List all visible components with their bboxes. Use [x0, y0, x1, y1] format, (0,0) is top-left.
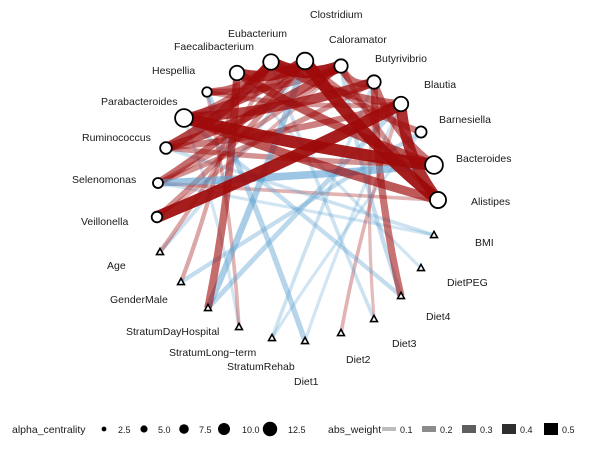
- legend-alpha-label-0: 2.5: [118, 425, 131, 435]
- node-blautia: [392, 95, 410, 113]
- node-faecalibacterium: [228, 64, 246, 82]
- legend-weight-label-4: 0.5: [562, 425, 575, 435]
- legend-alpha-dot-0: [101, 426, 107, 432]
- node-parabacteroides: [174, 108, 194, 128]
- node-ruminococcus: [159, 141, 173, 155]
- node-label-parabacteroides: Parabacteroides: [101, 96, 177, 108]
- node-diet1: [300, 335, 310, 345]
- node-stratumdayhospital: [203, 302, 213, 312]
- node-hespellia: [201, 86, 213, 98]
- node-butyrivibrio: [366, 74, 382, 90]
- legend-alpha-label-3: 10.0: [242, 425, 260, 435]
- legend-alpha-label-4: 12.5: [288, 425, 306, 435]
- legend-weight-swatch-2: [462, 425, 476, 433]
- node-barnesiella: [414, 125, 428, 139]
- node-label-diet3: Diet3: [392, 338, 417, 350]
- legend-weight-swatch-1: [422, 426, 436, 432]
- node-gendermale: [176, 276, 186, 286]
- edge-ruminococcus-bmi: [165, 146, 435, 237]
- legend-weight-swatch-4: [544, 423, 558, 435]
- node-labels-layer: Clostridium Eubacterium Caloramator Faecali…: [72, 9, 511, 388]
- node-label-diet2: Diet2: [346, 354, 371, 366]
- legend-alpha-title: alpha_centrality: [12, 424, 86, 436]
- legend-weight-label-1: 0.2: [440, 425, 453, 435]
- edge-selenomonas-alistipes: [157, 181, 439, 202]
- node-label-gendermale: GenderMale: [110, 294, 168, 306]
- node-diet3: [369, 313, 379, 323]
- node-selenomonas: [152, 177, 164, 189]
- legend-weight-swatch-0: [382, 427, 396, 431]
- legend-weight-label-3: 0.4: [520, 425, 533, 435]
- node-label-stratumlong-term: StratumLong−term: [169, 347, 257, 359]
- node-dietpeg: [416, 262, 426, 272]
- legend-weight-swatch-3: [502, 424, 516, 434]
- edge-parabacteroides-butyrivibrio: [183, 77, 376, 123]
- nodes-layer: [150, 51, 447, 345]
- node-bmi: [429, 229, 439, 239]
- node-label-faecalibacterium: Faecalibacterium: [174, 41, 254, 53]
- legend-alpha-dot-2: [179, 424, 189, 434]
- node-label-ruminococcus: Ruminococcus: [82, 132, 151, 144]
- node-stratumlong-term: [234, 321, 244, 331]
- node-label-bmi: BMI: [475, 237, 494, 249]
- node-alistipes: [429, 191, 447, 209]
- edge-diet2-blautia: [339, 103, 403, 334]
- node-label-age: Age: [107, 260, 126, 272]
- node-label-alistipes: Alistipes: [471, 196, 510, 208]
- node-label-diet1: Diet1: [294, 376, 319, 388]
- legend-alpha-dot-4: [262, 421, 278, 437]
- node-age: [155, 246, 165, 256]
- node-label-veillonella: Veillonella: [81, 216, 128, 228]
- node-label-blautia: Blautia: [424, 79, 456, 91]
- node-label-bacteroides: Bacteroides: [456, 153, 511, 165]
- node-veillonella: [150, 210, 164, 224]
- node-label-stratumdayhospital: StratumDayHospital: [126, 326, 219, 338]
- legend-weight-label-2: 0.3: [480, 425, 493, 435]
- node-label-butyrivibrio: Butyrivibrio: [375, 53, 427, 65]
- legend-alpha-label-1: 5.0: [158, 425, 171, 435]
- edge-selenomonas-bmi: [157, 181, 435, 237]
- edge-veillonella-blautia: [154, 98, 404, 223]
- legend-alpha-dot-3: [218, 423, 230, 435]
- node-label-hespellia: Hespellia: [152, 65, 195, 77]
- node-stratumrehab: [267, 332, 277, 342]
- node-label-barnesiella: Barnesiella: [439, 114, 491, 126]
- edge-blautia-diet1: [303, 103, 403, 342]
- node-eubacterium: [262, 53, 280, 71]
- node-label-eubacterium: Eubacterium: [228, 28, 287, 40]
- node-label-diet4: Diet4: [426, 311, 451, 323]
- node-label-selenomonas: Selenomonas: [72, 174, 136, 186]
- node-caloramator: [333, 58, 349, 74]
- node-label-caloramator: Caloramator: [329, 34, 387, 46]
- legend-alpha-dot-1: [140, 425, 148, 433]
- node-label-clostridium: Clostridium: [310, 9, 363, 21]
- legend-weight-label-0: 0.1: [400, 425, 413, 435]
- edge-clostridium-alistipes: [300, 57, 442, 205]
- node-label-dietpeg: DietPEG: [447, 277, 488, 289]
- node-clostridium: [295, 51, 315, 71]
- legend-alpha-label-2: 7.5: [199, 425, 212, 435]
- node-diet2: [336, 327, 346, 337]
- node-diet4: [396, 290, 406, 300]
- node-bacteroides: [424, 155, 444, 175]
- legend: alpha_centrality abs_weight 2.5 5.0 7.5 10.…: [12, 421, 575, 437]
- edge-butyrivibrio-diet4: [370, 81, 405, 297]
- legend-weight-title: abs_weight: [328, 424, 381, 436]
- node-label-stratumrehab: StratumRehab: [227, 361, 295, 373]
